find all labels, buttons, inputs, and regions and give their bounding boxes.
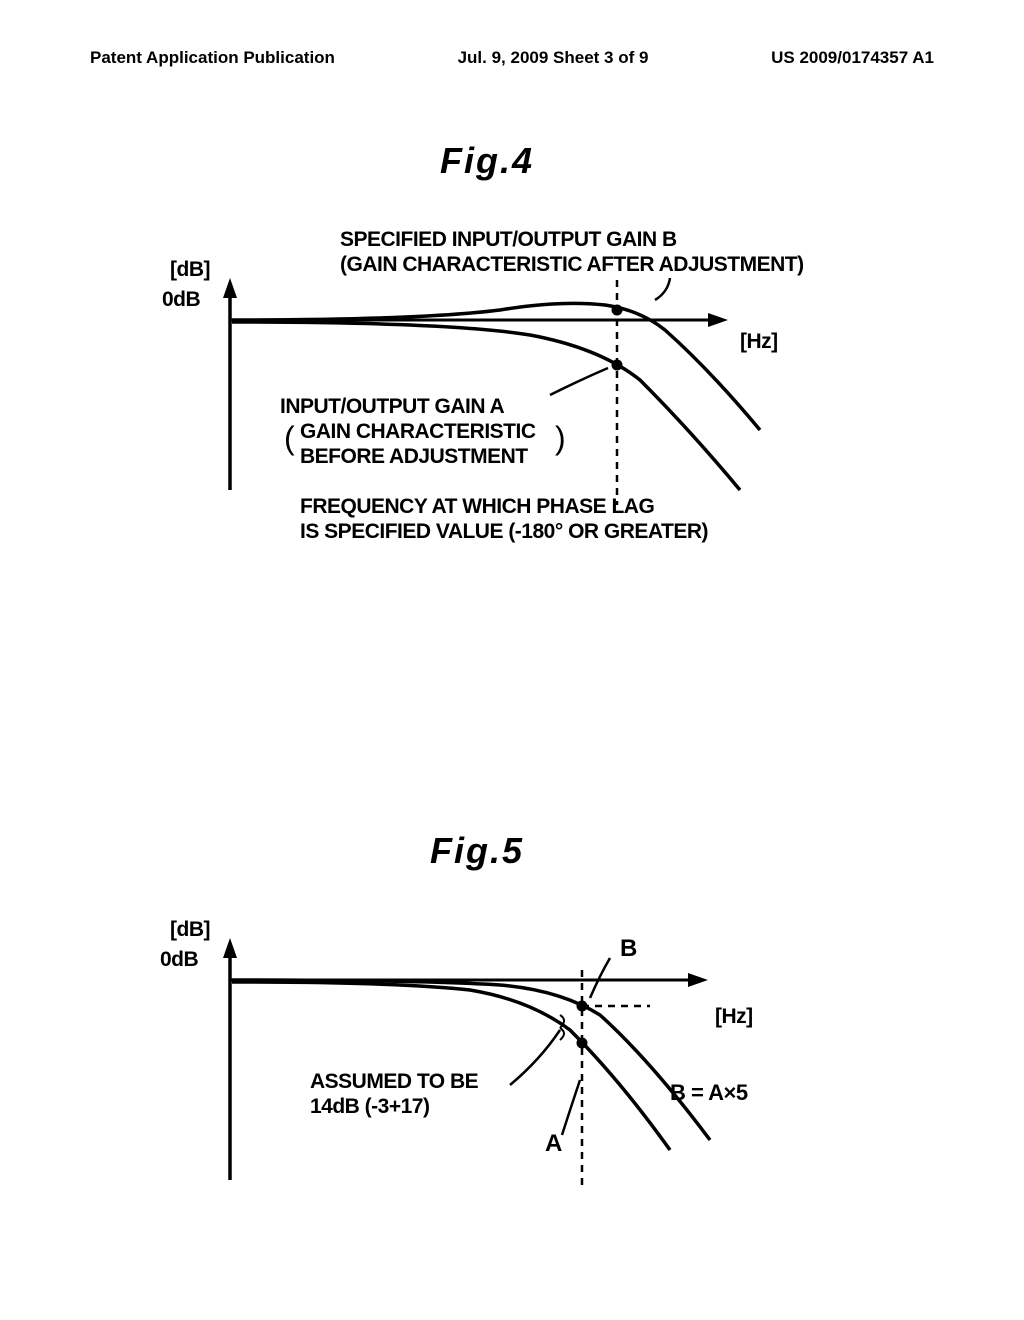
patent-header: Patent Application Publication Jul. 9, 2… bbox=[0, 48, 1024, 68]
fig4-paren-right-1: ) bbox=[555, 420, 565, 457]
fig5-annot-1: ASSUMED TO BE bbox=[310, 1070, 478, 1094]
fig4-bottom-annot-1: FREQUENCY AT WHICH PHASE LAG bbox=[300, 495, 654, 519]
fig5-title: Fig.5 bbox=[430, 830, 524, 872]
fig5-y-zero: 0dB bbox=[160, 948, 198, 972]
header-right: US 2009/0174357 A1 bbox=[771, 48, 934, 68]
fig4-top-annot-2: (GAIN CHARACTERISTIC AFTER ADJUSTMENT) bbox=[340, 253, 804, 277]
fig5-equation: B = A×5 bbox=[670, 1080, 748, 1106]
fig4-mid-annot-2: GAIN CHARACTERISTIC bbox=[300, 420, 536, 444]
fig4-paren-left-1: ( bbox=[284, 420, 294, 457]
fig5-svg bbox=[0, 880, 1024, 1280]
fig4-x-unit: [Hz] bbox=[740, 330, 778, 354]
figure-4: [dB] 0dB [Hz] SPECIFIED INPUT/OUTPUT GAI… bbox=[0, 200, 1024, 600]
fig4-mid-annot-1: INPUT/OUTPUT GAIN A bbox=[280, 395, 504, 419]
fig4-mid-annot-3: BEFORE ADJUSTMENT bbox=[300, 445, 528, 469]
fig4-title: Fig.4 bbox=[440, 140, 534, 182]
fig5-label-b: B bbox=[620, 935, 637, 963]
fig4-y-unit: [dB] bbox=[170, 258, 210, 282]
fig5-annot-2: 14dB (-3+17) bbox=[310, 1095, 429, 1119]
fig5-label-a: A bbox=[545, 1130, 562, 1158]
figure-5: [dB] 0dB [Hz] B A B = A×5 ASSUMED TO BE … bbox=[0, 880, 1024, 1280]
fig4-bottom-annot-2: IS SPECIFIED VALUE (-180° OR GREATER) bbox=[300, 520, 708, 544]
fig4-y-zero: 0dB bbox=[162, 288, 200, 312]
header-left: Patent Application Publication bbox=[90, 48, 335, 68]
fig5-y-unit: [dB] bbox=[170, 918, 210, 942]
header-center: Jul. 9, 2009 Sheet 3 of 9 bbox=[458, 48, 649, 68]
fig4-top-annot-1: SPECIFIED INPUT/OUTPUT GAIN B bbox=[340, 228, 677, 252]
fig5-x-unit: [Hz] bbox=[715, 1005, 753, 1029]
